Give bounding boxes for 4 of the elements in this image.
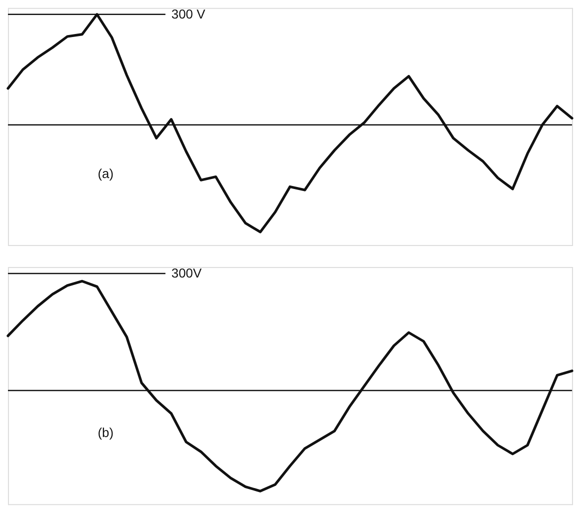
annotation: (b) bbox=[98, 424, 114, 440]
annotation: (a) bbox=[98, 166, 114, 181]
ref-line-label: 300 V bbox=[171, 6, 206, 22]
ref-line-label: 300V bbox=[171, 265, 202, 280]
